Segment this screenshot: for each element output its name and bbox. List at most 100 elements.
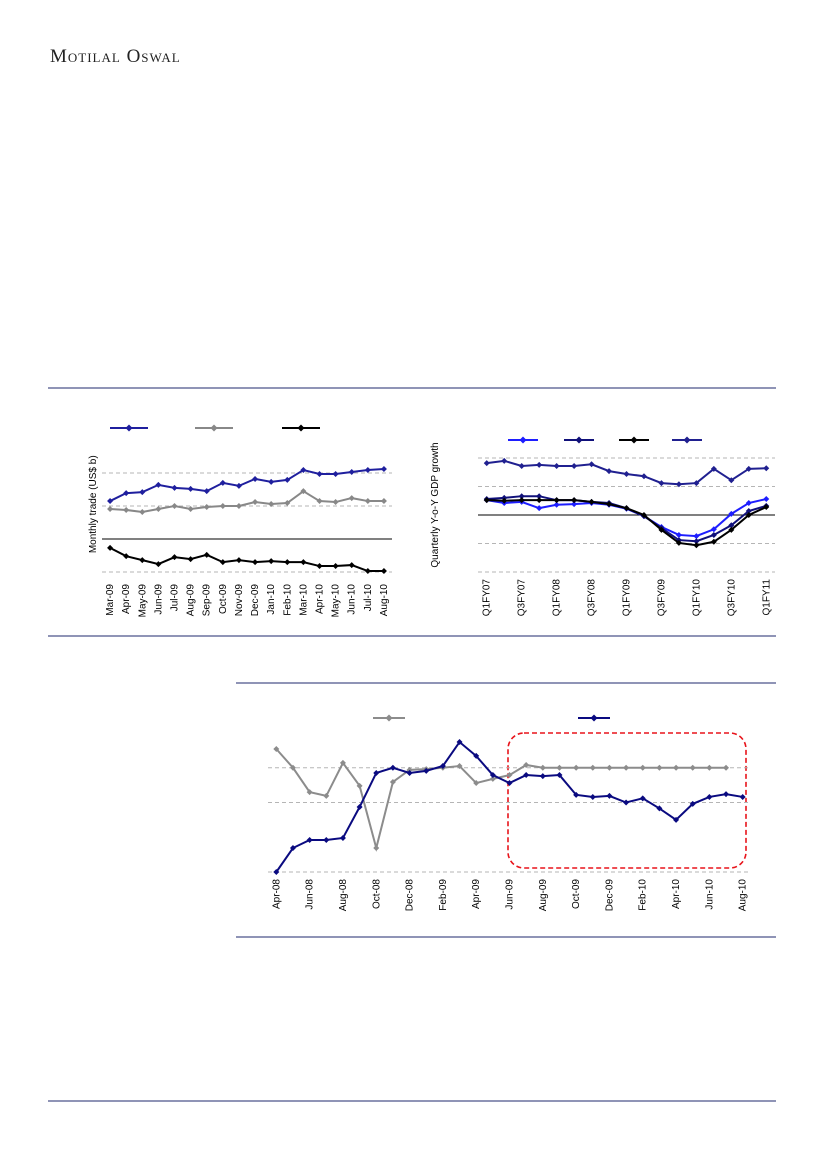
point (573, 764, 580, 771)
x-tick-label: Aug-10 (738, 879, 749, 912)
point (300, 488, 307, 495)
point (518, 493, 525, 500)
point (571, 501, 578, 508)
point (235, 557, 242, 564)
point (273, 745, 280, 752)
point (506, 780, 513, 787)
series-line (275, 748, 727, 852)
point (107, 498, 114, 505)
point (506, 772, 513, 779)
point (252, 499, 259, 506)
point (523, 772, 530, 779)
point (523, 761, 530, 768)
x-tick-label: Dec-08 (405, 879, 416, 912)
point (556, 772, 563, 779)
point (439, 763, 446, 770)
point (483, 460, 490, 467)
point (723, 791, 730, 798)
point (573, 791, 580, 798)
x-tick-label: Feb-10 (638, 879, 649, 911)
point (658, 480, 665, 487)
point (606, 468, 613, 475)
point (306, 837, 313, 844)
point (203, 503, 210, 510)
point (571, 497, 578, 504)
point (588, 461, 595, 468)
point (284, 559, 291, 566)
point (706, 793, 713, 800)
point (356, 804, 363, 811)
point (219, 479, 226, 486)
point (406, 766, 413, 773)
x-tick-label: Oct-08 (371, 879, 382, 909)
point (673, 816, 680, 823)
series-line (109, 468, 385, 502)
point (745, 500, 752, 507)
point (187, 505, 194, 512)
x-tick-label: Q1FY11 (761, 579, 772, 616)
point (289, 845, 296, 852)
point (332, 563, 339, 570)
point (339, 834, 346, 841)
x-tick-label: Dec-09 (250, 584, 261, 617)
point (171, 484, 178, 491)
point (689, 800, 696, 807)
point (380, 498, 387, 505)
x-tick-label: Feb-09 (438, 879, 449, 911)
point (606, 501, 613, 508)
point (300, 559, 307, 566)
point (728, 526, 735, 533)
point (473, 752, 480, 759)
point (539, 764, 546, 771)
point (706, 764, 713, 771)
point (187, 485, 194, 492)
x-tick-label: Jun-10 (704, 879, 715, 910)
point (155, 505, 162, 512)
x-tick-label: Jun-09 (153, 584, 164, 615)
point (710, 526, 717, 533)
point (219, 503, 226, 509)
point (728, 510, 735, 517)
point (501, 497, 508, 504)
series-line (275, 740, 743, 873)
x-tick-label: Jul-09 (170, 584, 181, 612)
legend-marker (575, 436, 583, 444)
point (588, 498, 595, 505)
point (348, 562, 355, 569)
point (693, 533, 700, 540)
x-tick-label: Apr-10 (671, 879, 682, 909)
point (123, 490, 130, 497)
legend-marker (683, 436, 691, 444)
point (623, 470, 630, 477)
point (763, 496, 770, 503)
x-tick-label: Mar-09 (105, 584, 116, 616)
point (640, 512, 647, 518)
x-tick-label: Apr-09 (121, 584, 132, 614)
point (489, 775, 496, 782)
point (710, 531, 717, 538)
y-axis-label: Quarterly Y-o-Y GDP growth (430, 442, 441, 567)
x-tick-label: Jan-10 (266, 584, 277, 615)
y-axis-label: Monthly trade (US$ b) (88, 455, 99, 553)
point (364, 498, 371, 505)
point (380, 568, 387, 575)
point (553, 501, 560, 508)
point (571, 462, 578, 469)
point (553, 497, 560, 504)
legend-marker (519, 436, 527, 444)
point (380, 466, 387, 473)
point (316, 470, 323, 477)
series-line (109, 547, 384, 573)
point (268, 478, 275, 485)
point (348, 495, 355, 502)
x-tick-label: Aug-09 (186, 584, 197, 617)
point (723, 764, 730, 771)
point (252, 559, 259, 566)
point (316, 563, 323, 570)
legend-marker (590, 714, 598, 722)
point (501, 457, 508, 464)
point (171, 554, 178, 561)
point (373, 769, 380, 776)
x-tick-label: Jun-10 (347, 584, 358, 615)
x-tick-label: Q1FY10 (691, 579, 702, 617)
